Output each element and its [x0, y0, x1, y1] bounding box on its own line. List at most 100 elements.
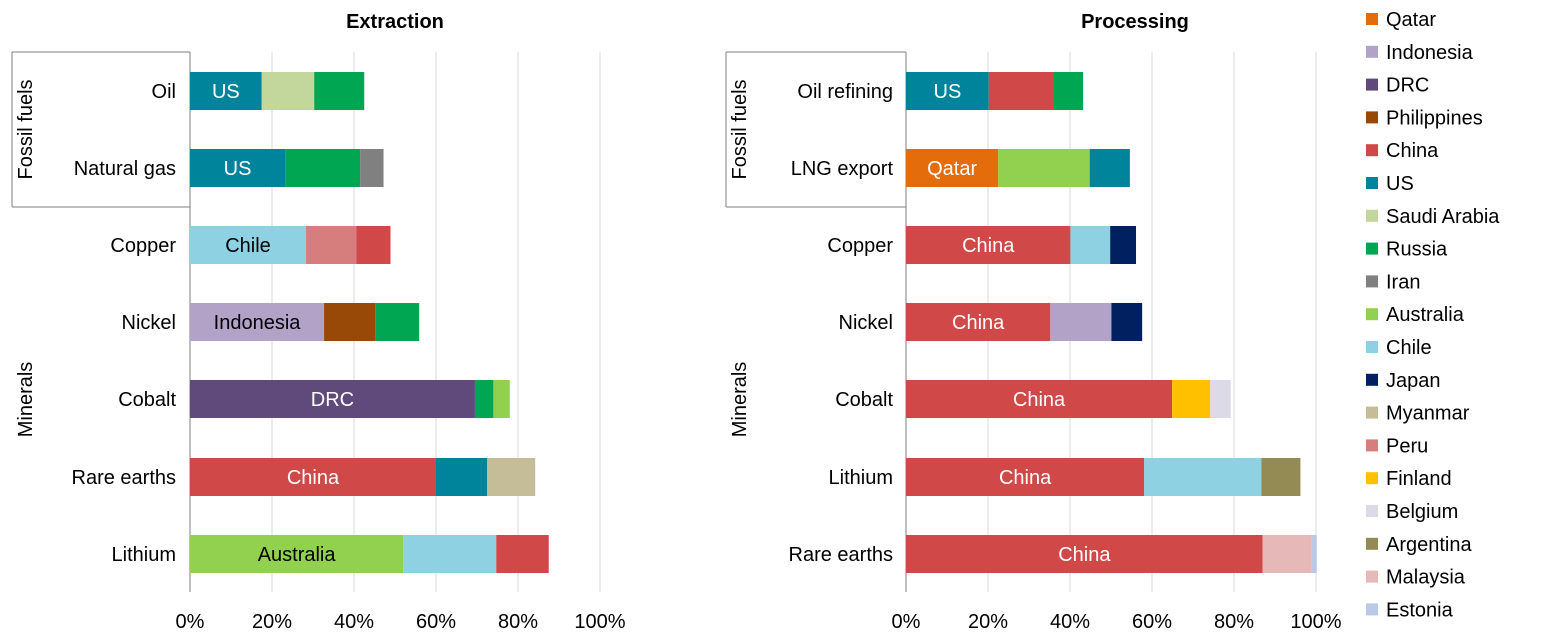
- x-tick-label: 100%: [1290, 611, 1341, 633]
- data-label: China: [952, 312, 1005, 334]
- category-label: Nickel: [839, 312, 893, 334]
- x-tick-label: 80%: [498, 611, 538, 633]
- category-label: Rare earths: [72, 467, 177, 489]
- category-label: Oil: [152, 81, 176, 103]
- data-label: Australia: [258, 544, 337, 566]
- bar-segment-copper-china: [906, 226, 1071, 264]
- bar-segment-rare-earths-estonia: [1311, 535, 1317, 573]
- legend-label-us: US: [1386, 173, 1414, 195]
- data-label: US: [934, 81, 962, 103]
- legend-swatch-china: [1366, 144, 1378, 157]
- bar-segment-oil-refining-us: [906, 72, 989, 110]
- bar-segment-oil-russia: [314, 72, 365, 110]
- legend-swatch-chile: [1366, 341, 1378, 353]
- category-label: Oil refining: [797, 81, 893, 103]
- legend-label-japan: Japan: [1386, 370, 1441, 392]
- bar-segment-lng-export-australia: [998, 149, 1090, 187]
- bar-segment-natural-gas-us: [190, 149, 286, 187]
- legend-swatch-japan: [1366, 373, 1378, 386]
- group-label-fossil-fuels: Fossil fuels: [729, 79, 751, 179]
- legend-label-malaysia: Malaysia: [1386, 567, 1466, 589]
- legend-label-chile: Chile: [1386, 337, 1432, 359]
- legend-swatch-saudi-arabia: [1366, 209, 1378, 222]
- bar-segment-copper-china: [356, 226, 391, 264]
- legend-swatch-qatar: [1366, 13, 1378, 25]
- bar-segment-natural-gas-iran: [360, 149, 384, 187]
- legend-label-russia: Russia: [1386, 239, 1448, 261]
- category-label: Nickel: [122, 312, 176, 334]
- data-label: Qatar: [927, 158, 977, 180]
- x-tick-label: 0%: [176, 611, 205, 633]
- bar-segment-rare-earths-myanmar: [487, 458, 536, 496]
- bar-segment-rare-earths-malaysia: [1262, 535, 1312, 573]
- bar-segment-cobalt-china: [906, 380, 1173, 418]
- bar-segment-oil-us: [190, 72, 262, 110]
- category-label: Rare earths: [789, 544, 894, 566]
- legend-label-drc: DRC: [1386, 75, 1429, 97]
- bar-segment-copper-chile: [1070, 226, 1111, 264]
- bar-segment-lithium-chile: [1144, 458, 1262, 496]
- category-label: Cobalt: [118, 389, 176, 411]
- x-tick-label: 80%: [1214, 611, 1254, 633]
- legend-label-australia: Australia: [1386, 304, 1465, 326]
- bar-segment-lithium-chile: [403, 535, 497, 573]
- category-label: Lithium: [829, 467, 893, 489]
- extraction-panel: Extraction 0% 20% 40% 60% 80% 100% Fossil fuels…: [11, 11, 626, 633]
- category-label: Natural gas: [74, 158, 176, 180]
- group-label-minerals: Minerals: [15, 362, 37, 438]
- legend: Qatar Indonesia DRC Philippines China US Saudi…: [1366, 9, 1500, 621]
- legend-swatch-philippines: [1366, 111, 1378, 124]
- legend-label-qatar: Qatar: [1386, 9, 1436, 31]
- legend-swatch-iran: [1366, 275, 1378, 288]
- bar-segment-nickel-china: [906, 303, 1051, 341]
- x-tick-label: 0%: [892, 611, 921, 633]
- bar-segment-lithium-china: [906, 458, 1145, 496]
- legend-label-belgium: Belgium: [1386, 501, 1458, 523]
- data-label: US: [212, 81, 240, 103]
- bar-segment-cobalt-belgium: [1210, 380, 1231, 418]
- bar-segment-rare-earths-us: [436, 458, 488, 496]
- processing-title: Processing: [1081, 11, 1189, 33]
- legend-label-philippines: Philippines: [1386, 107, 1483, 129]
- bar-segment-lng-export-us: [1089, 149, 1130, 187]
- bar-segment-nickel-indonesia: [1050, 303, 1112, 341]
- x-tick-label: 60%: [1132, 611, 1172, 633]
- bar-segment-rare-earths-china: [190, 458, 436, 496]
- bar-segment-oil-refining-china: [988, 72, 1055, 110]
- data-label: US: [224, 158, 252, 180]
- bar-segment-copper-chile: [190, 226, 307, 264]
- bar-segment-copper-japan: [1110, 226, 1137, 264]
- legend-swatch-finland: [1366, 472, 1378, 485]
- extraction-title: Extraction: [346, 11, 444, 33]
- data-label: China: [999, 467, 1052, 489]
- group-label-minerals: Minerals: [729, 362, 751, 438]
- data-label: China: [1058, 544, 1111, 566]
- bar-segment-lithium-argentina: [1261, 458, 1301, 496]
- x-tick-label: 100%: [574, 611, 625, 633]
- legend-swatch-indonesia: [1366, 45, 1378, 58]
- category-label: LNG export: [791, 158, 894, 180]
- category-label: Cobalt: [835, 389, 893, 411]
- category-label: Copper: [827, 235, 893, 257]
- bar-segment-oil-saudi-arabia: [261, 72, 315, 110]
- bar-segment-oil-refining-russia: [1054, 72, 1084, 110]
- category-label: Lithium: [112, 544, 176, 566]
- group-label-fossil-fuels: Fossil fuels: [15, 79, 37, 179]
- processing-panel: Processing 0% 20% 40% 60% 80% 100% Fossil fuels…: [725, 11, 1342, 633]
- legend-swatch-russia: [1366, 242, 1378, 255]
- bar-segment-cobalt-russia: [474, 380, 494, 418]
- legend-swatch-estonia: [1366, 603, 1378, 616]
- bar-segment-lng-export-qatar: [906, 149, 999, 187]
- data-label: China: [1013, 389, 1066, 411]
- data-label: DRC: [311, 389, 354, 411]
- legend-swatch-myanmar: [1366, 406, 1378, 419]
- legend-label-china: China: [1386, 140, 1439, 162]
- bar-segment-copper-peru: [306, 226, 357, 264]
- data-label: Indonesia: [214, 312, 302, 334]
- bar-segment-cobalt-finland: [1172, 380, 1211, 418]
- bar-segment-cobalt-drc: [190, 380, 475, 418]
- bar-segment-nickel-japan: [1111, 303, 1143, 341]
- bar-segment-cobalt-australia: [493, 380, 510, 418]
